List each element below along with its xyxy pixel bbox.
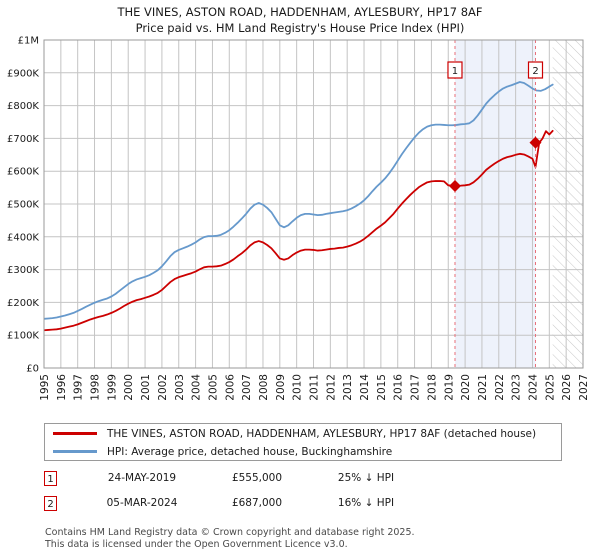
- title-address: THE VINES, ASTON ROAD, HADDENHAM, AYLESB…: [117, 5, 483, 19]
- x-tick-label: 2027: [578, 374, 590, 401]
- x-tick-label: 2003: [174, 374, 186, 401]
- x-tick-label: 2006: [224, 374, 236, 401]
- transaction-hpi-delta: 16% ↓ HPI: [337, 497, 395, 509]
- x-tick-label: 2017: [410, 374, 422, 401]
- x-tick-label: 2018: [426, 374, 438, 401]
- x-tick-label: 2025: [544, 374, 556, 401]
- x-tick-label: 2009: [275, 374, 287, 401]
- x-tick-label: 1997: [73, 374, 85, 401]
- legend-swatch-blue-icon: [53, 450, 97, 453]
- title-subtitle: Price paid vs. HM Land Registry's House …: [135, 21, 465, 35]
- transaction-event-lines: [454, 40, 537, 368]
- x-tick-label: 2021: [477, 374, 489, 401]
- status-badge: 2: [44, 496, 57, 511]
- table-row: 2 05-MAR-2024 £687,000 16% ↓ HPI: [44, 494, 464, 519]
- page-title: THE VINES, ASTON ROAD, HADDENHAM, AYLESB…: [0, 4, 600, 36]
- footer-line-copyright: Contains HM Land Registry data © Crown c…: [45, 527, 415, 538]
- y-tick-label: £1M: [18, 36, 39, 47]
- footer-line-licence: This data is licensed under the Open Gov…: [45, 538, 348, 550]
- legend-label-hpi: HPI: Average price, detached house, Buck…: [107, 445, 393, 458]
- y-tick-label: £500K: [7, 200, 39, 211]
- x-tick-label: 2012: [325, 374, 337, 401]
- status-badge: 1: [44, 471, 57, 486]
- transaction-marker-diamond-icon: [529, 136, 542, 149]
- x-tick-label: 2015: [376, 374, 388, 401]
- x-tick-label: 2013: [342, 374, 354, 401]
- x-tick-label: 2026: [561, 374, 573, 401]
- transaction-badge-label: 1: [452, 66, 458, 77]
- x-tick-label: 2019: [443, 374, 455, 401]
- y-tick-label: £200K: [7, 298, 39, 309]
- x-tick-label: 1999: [106, 374, 118, 401]
- transaction-price: £555,000: [231, 472, 283, 484]
- x-tick-label: 1998: [90, 374, 102, 401]
- transaction-markers: [448, 136, 542, 192]
- x-axis-labels: 1995 1996 1997 1998 1999 2000 2001 2002 2003 2004…: [39, 374, 590, 401]
- table-row: 1 24-MAY-2019 £555,000 25% ↓ HPI: [44, 469, 464, 494]
- transaction-date: 24-MAY-2019: [107, 472, 177, 484]
- y-tick-label: £700K: [7, 134, 39, 145]
- x-tick-label: 2007: [241, 374, 253, 401]
- y-tick-label: £100K: [7, 331, 39, 342]
- x-tick-label: 2020: [460, 374, 472, 401]
- chart-legend: THE VINES, ASTON ROAD, HADDENHAM, AYLESB…: [44, 423, 562, 461]
- x-tick-label: 1996: [56, 374, 68, 401]
- x-tick-label: 1995: [39, 374, 51, 401]
- x-tick-label: 2010: [292, 374, 304, 401]
- y-axis-labels: £0 £100K £200K £300K £400K £500K £600K £700K £80…: [7, 36, 39, 375]
- y-tick-label: £800K: [7, 101, 39, 112]
- x-tick-label: 2016: [393, 374, 405, 401]
- legend-item-hpi: HPI: Average price, detached house, Buck…: [45, 442, 392, 461]
- x-tick-label: 2005: [207, 374, 219, 401]
- x-tick-label: 2022: [494, 374, 506, 401]
- x-tick-label: 2008: [258, 374, 270, 401]
- y-gridlines: [44, 39, 583, 336]
- x-tick-label: 2004: [191, 374, 203, 401]
- footer-attribution: Contains HM Land Registry data © Crown c…: [45, 527, 585, 550]
- y-tick-label: £0: [26, 364, 39, 375]
- chart-canvas: £0 £100K £200K £300K £400K £500K £600K £700K £80…: [7, 36, 590, 401]
- y-tick-label: £300K: [7, 265, 39, 276]
- x-tick-label: 2002: [157, 374, 169, 401]
- x-tick-label: 2000: [123, 374, 135, 401]
- transactions-table: 1 24-MAY-2019 £555,000 25% ↓ HPI 2 05-MA…: [44, 469, 464, 519]
- x-tick-label: 2011: [309, 374, 321, 401]
- x-tick-label: 2014: [359, 374, 371, 401]
- transaction-price: £687,000: [231, 497, 283, 509]
- y-tick-label: £600K: [7, 167, 39, 178]
- transaction-marker-diamond-icon: [448, 179, 461, 192]
- legend-swatch-red-icon: [53, 432, 97, 435]
- data-series-lines: [44, 81, 554, 332]
- price-history-chart: £0 £100K £200K £300K £400K £500K £600K £700K £80…: [7, 36, 590, 401]
- x-tick-label: 2023: [511, 374, 523, 401]
- legend-label-price-paid: THE VINES, ASTON ROAD, HADDENHAM, AYLESB…: [107, 427, 537, 440]
- transaction-hpi-delta: 25% ↓ HPI: [337, 472, 395, 484]
- plot-border: [43, 39, 584, 369]
- y-tick-label: £400K: [7, 232, 39, 243]
- price-paid-series-line: [44, 129, 554, 332]
- x-tick-label: 2001: [140, 374, 152, 401]
- hpi-series-line: [44, 81, 554, 320]
- x-tick-label: 2024: [527, 374, 539, 401]
- transaction-badge-label: 2: [532, 66, 538, 77]
- legend-item-price-paid: THE VINES, ASTON ROAD, HADDENHAM, AYLESB…: [45, 424, 536, 443]
- y-tick-label: £900K: [7, 68, 39, 79]
- transaction-date: 05-MAR-2024: [106, 497, 178, 509]
